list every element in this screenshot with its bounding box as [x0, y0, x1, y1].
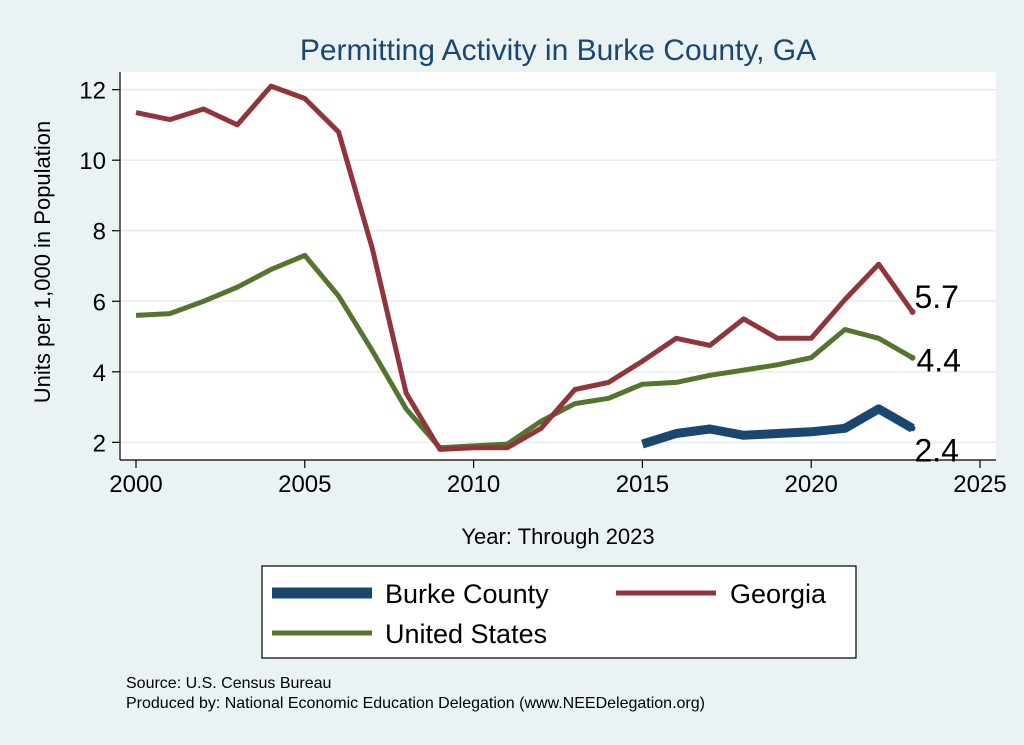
y-tick-label-8: 8	[93, 219, 106, 246]
end-label-united-states: 4.4	[916, 343, 960, 379]
x-tick-label-2020: 2020	[785, 471, 838, 498]
legend-label-georgia: Georgia	[730, 579, 827, 609]
legend-label-burke-county: Burke County	[385, 579, 549, 609]
chart-title: Permitting Activity in Burke County, GA	[300, 34, 816, 67]
y-axis-title: Units per 1,000 in Population	[30, 121, 55, 404]
legend-box	[261, 565, 857, 659]
legend-label-united-states: United States	[385, 619, 547, 649]
source-note: Source: U.S. Census Bureau	[126, 675, 331, 692]
x-tick-label-2000: 2000	[109, 471, 162, 498]
x-tick-label-2025: 2025	[953, 471, 1006, 498]
x-tick-label-2005: 2005	[278, 471, 331, 498]
end-marker-georgia	[909, 308, 916, 315]
y-tick-label-12: 12	[79, 78, 106, 105]
end-marker-united-states	[909, 354, 916, 361]
x-axis-ticks: 2000 2005 2010 2015 2020 2025	[109, 460, 1007, 498]
x-tick-label-2010: 2010	[447, 471, 500, 498]
series-lines	[135, 83, 915, 452]
x-axis-title: Year: Through 2023	[461, 524, 654, 549]
series-line-burke-county	[641, 404, 915, 449]
y-tick-label-10: 10	[79, 148, 106, 175]
y-tick-label-4: 4	[93, 360, 106, 387]
end-label-burke-county: 2.4	[914, 432, 958, 468]
series-line-georgia	[135, 83, 915, 452]
producer-note: Produced by: National Economic Education…	[126, 695, 705, 712]
end-marker-burke-county	[909, 425, 916, 432]
legend: Burke County Georgia United States	[261, 565, 857, 659]
axes	[119, 72, 996, 461]
x-tick-label-2015: 2015	[616, 471, 669, 498]
y-tick-label-6: 6	[93, 289, 106, 316]
y-tick-label-2: 2	[93, 430, 106, 457]
series-line-united-states	[135, 252, 914, 451]
end-labels: 2.4 5.7 4.4	[909, 279, 961, 468]
end-label-georgia: 5.7	[914, 279, 958, 315]
plot-area	[120, 72, 996, 460]
y-axis-ticks: 2 4 6 8 10 12	[79, 78, 120, 457]
